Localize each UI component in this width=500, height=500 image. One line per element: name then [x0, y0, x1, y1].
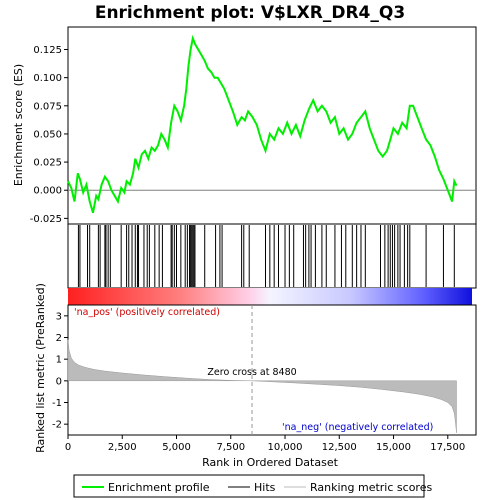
- es-y-tick-label: 0.050: [33, 129, 62, 140]
- hits-ticks: [67, 225, 455, 287]
- legend-hits-label: Hits: [254, 481, 276, 494]
- x-tick-label: 7,500: [216, 442, 245, 453]
- x-tick-label: 5,000: [162, 442, 191, 453]
- es-y-tick-label: 0.000: [33, 186, 62, 197]
- rank-y-tick-label: 1: [56, 355, 62, 366]
- rank-panel-frame: [67, 304, 477, 436]
- negative-correlation-label: 'na_neg' (negatively correlated): [282, 422, 433, 433]
- zero-cross-label: Zero cross at 8480: [207, 367, 296, 378]
- positive-correlation-label: 'na_pos' (positively correlated): [74, 307, 220, 318]
- rank-y-tick-label: -2: [52, 420, 62, 431]
- es-y-tick-label: 0.025: [33, 158, 62, 169]
- legend-ranking-label: Ranking metric scores: [310, 481, 432, 494]
- legend-enrichment-label: Enrichment profile: [108, 481, 210, 494]
- rank-y-tick-label: -1: [52, 398, 62, 409]
- x-tick-label: 10,000: [268, 442, 303, 453]
- x-tick-label: 2,500: [108, 442, 137, 453]
- x-tick-label: 17,500: [430, 442, 465, 453]
- rank-x-axis: 0 2,500 5,000 7,500 10,000 12,500 15,000 17,500: [65, 435, 465, 453]
- rank-y-axis: -2 -1 0 1 2 3: [52, 311, 68, 431]
- rank-y-tick-label: 2: [56, 333, 62, 344]
- es-y-axis: -0.025 0.000 0.025 0.050 0.075 0.100 0.125: [30, 45, 68, 225]
- x-tick-label: 12,500: [322, 442, 357, 453]
- legend-box: [73, 474, 425, 498]
- es-y-tick-label: 0.100: [33, 73, 62, 84]
- es-y-tick-label: 0.125: [33, 45, 62, 56]
- x-tick-label: 0: [65, 442, 71, 453]
- rank-color-bar: [68, 288, 472, 305]
- rank-y-tick-label: 0: [56, 376, 62, 387]
- rank-y-axis-label: Ranked list metric (PreRanked): [34, 283, 47, 453]
- enrichment-profile-line: [67, 34, 458, 213]
- es-y-axis-label: Enrichment score (ES): [12, 64, 25, 186]
- es-panel-frame: [67, 26, 477, 225]
- rank-y-tick-label: 3: [56, 311, 62, 322]
- chart-title: Enrichment plot: V$LXR_DR4_Q3: [95, 3, 405, 23]
- rank-x-axis-label: Rank in Ordered Dataset: [202, 456, 339, 469]
- x-tick-label: 15,000: [376, 442, 411, 453]
- es-y-tick-label: 0.075: [33, 101, 62, 112]
- ranking-metric-area: [67, 339, 457, 433]
- es-y-tick-label: -0.025: [30, 214, 62, 225]
